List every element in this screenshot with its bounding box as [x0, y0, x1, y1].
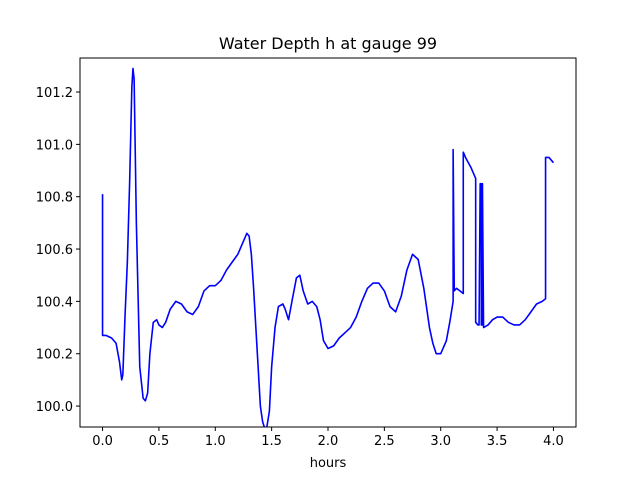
y-tick-label: 101.0: [36, 138, 73, 153]
plot-layer: [101, 67, 555, 427]
x-tick-label: 3.0: [430, 434, 451, 449]
y-tick-label: 100.4: [36, 295, 73, 310]
x-tick-label: 0.5: [149, 434, 170, 449]
x-tick-label: 2.0: [318, 434, 339, 449]
x-tick-label: 0.0: [92, 434, 113, 449]
y-tick-label: 100.0: [36, 400, 73, 415]
x-tick-label: 3.5: [487, 434, 508, 449]
x-tick-label: 2.5: [374, 434, 395, 449]
x-axis-label: hours: [310, 456, 347, 471]
x-tick-label: 1.0: [205, 434, 226, 449]
chart-title: Water Depth h at gauge 99: [219, 34, 437, 53]
y-tick-label: 100.8: [36, 191, 73, 206]
x-tick-label: 4.0: [543, 434, 564, 449]
axes-layer: 0.0 0.5 1.0 1.5 2.0 2.5 3.0 3.5 4.0 100.0 100.2 100…: [36, 57, 577, 449]
x-tick-label: 1.5: [261, 434, 282, 449]
y-tick-label: 100.6: [36, 243, 73, 258]
y-tick-label: 100.2: [36, 348, 73, 363]
y-tick-label: 101.2: [36, 86, 73, 101]
series-line-0: [101, 67, 555, 427]
